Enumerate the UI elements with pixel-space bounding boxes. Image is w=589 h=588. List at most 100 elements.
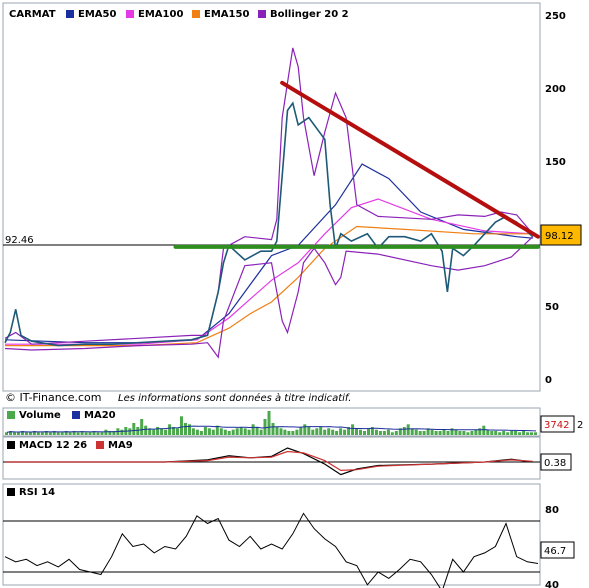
volume-bar — [100, 432, 104, 435]
volume-bar — [414, 429, 418, 435]
volume-bar — [13, 432, 16, 435]
volume-bar — [215, 425, 219, 435]
trendline-resistance — [280, 80, 540, 239]
volume-bar — [20, 431, 24, 435]
reference-level-label: 92.46 — [5, 235, 34, 246]
volume-bar — [363, 431, 366, 435]
volume-bar — [470, 431, 474, 435]
volume-bar — [9, 431, 12, 435]
volume-bar — [172, 427, 176, 435]
volume-bar — [482, 425, 486, 435]
volume-bar — [418, 431, 422, 435]
volume-bar — [219, 428, 223, 435]
rsi-last-value: 46.7 — [544, 546, 566, 557]
volume-bar — [80, 431, 84, 435]
volume-bar — [152, 429, 156, 435]
macd-last-value: 0.38 — [544, 458, 566, 469]
price-y-ticks: 250 200 150 100 50 0 — [545, 11, 566, 386]
volume-bar — [450, 428, 454, 435]
legend-swatch-ema100 — [126, 10, 134, 18]
last-price-badge: 98.12 — [540, 224, 582, 246]
price-series-group — [4, 47, 534, 359]
y-tick-50: 50 — [545, 302, 559, 313]
volume-bar — [374, 429, 378, 435]
last-price-value: 98.12 — [545, 231, 574, 242]
volume-bar — [56, 432, 60, 435]
price-plot-frame — [2, 2, 541, 392]
volume-bar — [506, 432, 510, 435]
volume-bar — [390, 432, 394, 435]
rsi-panel: RSI 14 80 40 46.7 — [2, 483, 575, 588]
volume-bar — [72, 431, 76, 435]
volume-bar — [438, 431, 442, 435]
volume-bar — [263, 419, 267, 435]
volume-bar — [40, 432, 44, 435]
volume-bar — [140, 419, 144, 435]
volume-bar — [311, 429, 315, 435]
volume-bar — [422, 431, 426, 435]
y-tick-0: 0 — [545, 375, 552, 386]
legend-swatch-bollinger — [258, 10, 266, 18]
volume-bar — [295, 429, 299, 435]
volume-bar — [104, 429, 108, 435]
volume-bar — [267, 411, 271, 435]
volume-bar — [442, 429, 446, 435]
volume-bar — [28, 432, 32, 435]
legend-label-ma9: MA9 — [108, 440, 133, 451]
volume-bar — [355, 428, 358, 435]
series-macd-ma9 — [5, 450, 533, 472]
volume-bar — [398, 428, 402, 435]
volume-bar — [195, 429, 199, 435]
volume-bar — [327, 428, 331, 435]
volume-bar — [359, 429, 362, 435]
volume-bar — [367, 428, 370, 435]
volume-bar — [486, 429, 490, 435]
volume-bar — [370, 427, 374, 435]
y-tick-200: 200 — [545, 84, 566, 95]
volume-bar — [48, 432, 52, 435]
volume-bar — [136, 427, 140, 435]
trendlines-group — [173, 80, 540, 249]
volume-bar — [502, 431, 506, 435]
legend-label-ema100: EMA100 — [138, 9, 183, 20]
volume-bar — [323, 429, 327, 435]
legend-swatch-volume — [7, 411, 15, 419]
volume-bar — [386, 429, 390, 435]
volume-bar — [303, 424, 307, 435]
volume-bar — [319, 427, 323, 435]
footer-disclaimer: Les informations sont données à titre in… — [118, 392, 351, 404]
volume-bar — [211, 429, 215, 435]
volume-bar — [255, 427, 259, 435]
legend-label-ma20: MA20 — [84, 410, 116, 421]
volume-bar — [96, 432, 100, 435]
volume-bar — [426, 428, 430, 435]
volume-bar — [291, 431, 295, 435]
volume-bar — [60, 432, 64, 435]
volume-bar — [243, 428, 247, 435]
volume-bar — [478, 428, 482, 435]
macd-panel: MACD 12 26 MA9 0.38 — [2, 436, 572, 480]
volume-bar — [307, 427, 311, 435]
volume-bar — [176, 428, 179, 435]
volume-bar — [394, 431, 398, 435]
volume-bar — [490, 431, 494, 435]
volume-bar — [180, 416, 183, 435]
volume-bar — [36, 432, 40, 435]
legend-swatch-rsi — [7, 488, 15, 496]
volume-bar — [44, 431, 48, 435]
rsi-last-box — [540, 541, 575, 559]
volume-bar — [108, 431, 112, 435]
volume-bar — [466, 432, 470, 435]
volume-bar — [164, 429, 168, 435]
volume-bar — [68, 432, 72, 435]
series-ema100-1 — [5, 198, 533, 345]
volume-bar — [347, 427, 351, 435]
volume-bar — [446, 431, 450, 435]
volume-bar — [227, 431, 231, 435]
series-bollinger-20-2-3 — [4, 47, 534, 345]
rsi-tick-80: 80 — [545, 505, 559, 516]
price-legend: CARMAT EMA50 EMA100 EMA150 Bollinger 20 … — [9, 9, 349, 20]
legend-label-rsi: RSI 14 — [19, 487, 55, 498]
volume-bar — [32, 431, 36, 435]
